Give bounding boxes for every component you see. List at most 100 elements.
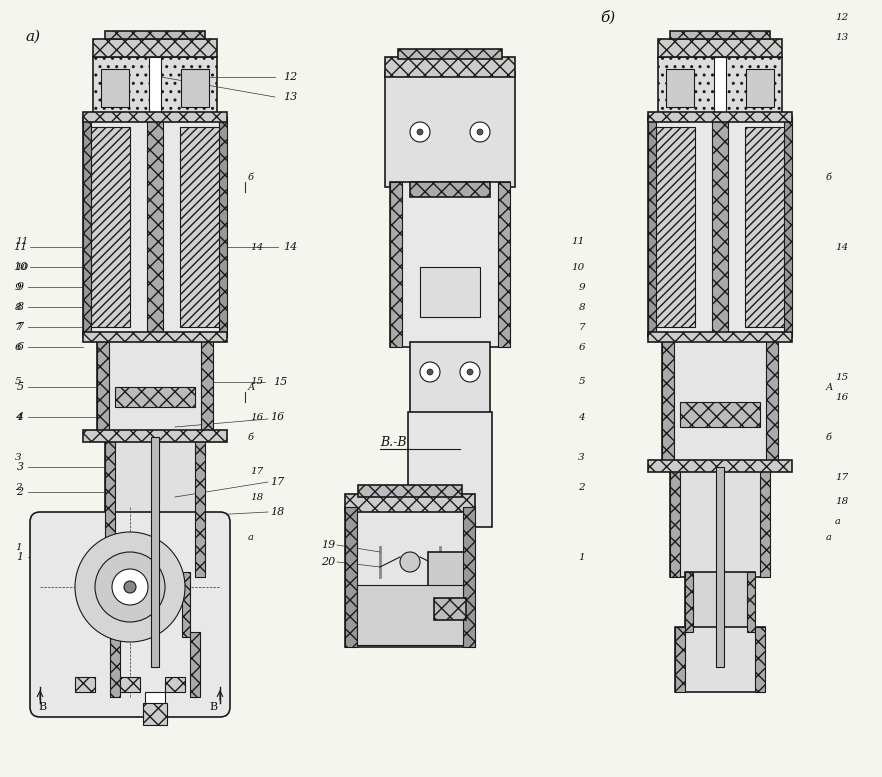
Text: 14: 14 <box>283 242 297 252</box>
Text: 17: 17 <box>835 472 848 482</box>
Text: 10: 10 <box>15 263 28 271</box>
Text: 10: 10 <box>13 262 27 272</box>
Bar <box>658 57 782 117</box>
Bar <box>181 69 209 107</box>
Bar <box>662 337 778 467</box>
Bar <box>670 467 770 577</box>
Circle shape <box>420 362 440 382</box>
Bar <box>648 332 792 342</box>
Bar <box>670 31 770 39</box>
Text: 2: 2 <box>15 483 22 492</box>
Text: 3: 3 <box>17 462 24 472</box>
Text: 4: 4 <box>17 412 24 422</box>
FancyBboxPatch shape <box>30 512 230 717</box>
Text: 16: 16 <box>835 392 848 402</box>
Text: В.-В: В.-В <box>380 435 407 448</box>
Text: 15: 15 <box>273 377 288 387</box>
Text: 8: 8 <box>17 302 24 312</box>
Text: б: б <box>826 172 832 182</box>
Text: В: В <box>38 702 46 712</box>
Text: 4: 4 <box>579 413 585 421</box>
Bar <box>83 332 227 342</box>
Bar <box>784 117 792 337</box>
Text: 3: 3 <box>579 452 585 462</box>
Bar <box>714 57 726 117</box>
Bar <box>357 585 463 645</box>
Bar <box>747 572 755 632</box>
Bar <box>670 467 680 577</box>
Bar <box>716 467 724 667</box>
Text: 15: 15 <box>835 372 848 382</box>
Text: б): б) <box>600 10 616 24</box>
Bar <box>420 267 480 317</box>
Text: 9: 9 <box>15 283 22 291</box>
Text: а): а) <box>25 30 40 44</box>
Text: 19: 19 <box>321 540 335 550</box>
Text: 14: 14 <box>250 242 263 252</box>
Text: 5: 5 <box>17 382 24 392</box>
Bar <box>745 127 785 327</box>
Bar <box>143 703 167 725</box>
Text: 9: 9 <box>579 283 585 291</box>
Text: 17: 17 <box>250 468 263 476</box>
Bar <box>180 127 220 327</box>
Text: 8: 8 <box>579 302 585 312</box>
Bar <box>219 117 227 337</box>
Text: 7: 7 <box>579 322 585 332</box>
Text: 16: 16 <box>270 412 284 422</box>
Bar <box>147 117 163 337</box>
Bar <box>149 57 161 117</box>
Circle shape <box>460 362 480 382</box>
Bar <box>105 31 205 39</box>
Text: 16: 16 <box>250 413 263 421</box>
Bar <box>685 572 755 632</box>
Bar <box>390 182 510 347</box>
Text: 14: 14 <box>835 242 848 252</box>
Text: 20: 20 <box>321 557 335 567</box>
Bar <box>90 127 130 327</box>
Bar <box>151 437 159 667</box>
Bar <box>648 117 792 337</box>
Bar <box>428 552 472 587</box>
Bar <box>75 677 95 692</box>
Text: 1: 1 <box>17 552 24 562</box>
Bar <box>165 677 185 692</box>
Bar <box>685 572 693 632</box>
Polygon shape <box>428 587 472 602</box>
Text: 12: 12 <box>283 72 297 82</box>
Text: А: А <box>248 382 256 392</box>
Bar <box>195 437 205 577</box>
Bar <box>385 57 515 77</box>
Bar <box>648 117 656 337</box>
Bar <box>83 430 227 442</box>
Text: 13: 13 <box>283 92 297 102</box>
Bar <box>110 632 120 697</box>
Bar <box>760 467 770 577</box>
Circle shape <box>75 532 185 642</box>
Text: б: б <box>826 433 832 441</box>
Text: 6: 6 <box>579 343 585 351</box>
Text: 11: 11 <box>13 242 27 252</box>
Bar <box>97 337 213 437</box>
Circle shape <box>112 569 148 605</box>
Circle shape <box>427 369 433 375</box>
Bar <box>105 437 115 577</box>
Bar <box>655 127 695 327</box>
Circle shape <box>410 122 430 142</box>
Bar <box>755 627 765 692</box>
Text: 6: 6 <box>17 342 24 352</box>
Circle shape <box>470 122 490 142</box>
Text: А: А <box>826 382 833 392</box>
Text: 7: 7 <box>15 322 22 332</box>
Bar <box>120 572 128 637</box>
Text: 2: 2 <box>17 487 24 497</box>
Bar <box>746 69 774 107</box>
Text: а: а <box>826 532 832 542</box>
Bar <box>120 677 140 692</box>
Bar <box>345 507 475 647</box>
Bar <box>101 69 129 107</box>
Text: 1: 1 <box>15 542 22 552</box>
Text: 7: 7 <box>17 322 24 332</box>
Text: 2: 2 <box>579 483 585 492</box>
Bar <box>105 437 205 577</box>
